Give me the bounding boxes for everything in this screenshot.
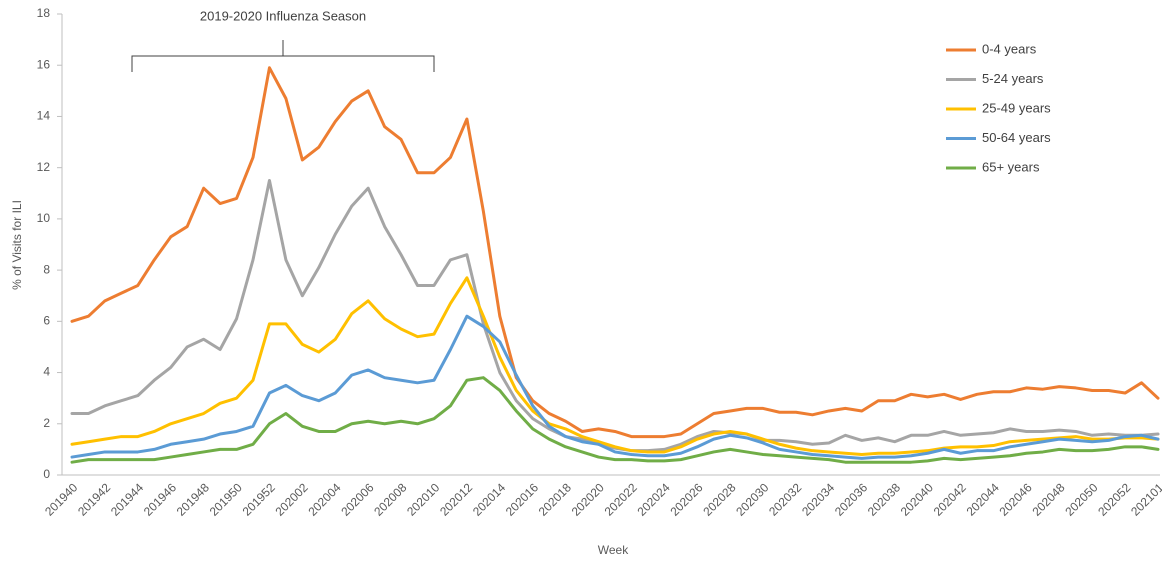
y-tick-label: 18: [37, 6, 51, 20]
x-tick-label: 202042: [931, 480, 969, 518]
x-tick-label: 202014: [470, 480, 508, 518]
y-tick-label: 4: [43, 365, 50, 379]
x-tick-label: 202046: [997, 480, 1035, 518]
y-tick-label: 12: [37, 160, 51, 174]
x-tick-label: 201950: [207, 480, 245, 518]
x-tick-label: 202032: [766, 480, 804, 518]
x-tick-label: 201948: [174, 480, 212, 518]
x-tick-label: 202044: [964, 480, 1002, 518]
legend-label: 50-64 years: [982, 130, 1051, 145]
series-line: [70, 66, 1160, 439]
x-tick-label: 202022: [602, 480, 640, 518]
y-axis-title: % of Visits for ILI: [10, 200, 24, 290]
x-tick-label: 202004: [305, 480, 343, 518]
x-tick-label: 201944: [108, 480, 146, 518]
x-tick-label: 202024: [635, 480, 673, 518]
x-tick-label: 202026: [667, 480, 705, 518]
x-tick-label: 202006: [338, 480, 376, 518]
x-tick-label: 202008: [371, 480, 409, 518]
x-tick-label: 201940: [42, 480, 80, 518]
series-line: [70, 314, 1160, 460]
y-tick-label: 8: [43, 262, 50, 276]
x-tick-label: 201946: [141, 480, 179, 518]
x-tick-label: 202020: [569, 480, 607, 518]
series-line: [70, 178, 1160, 453]
x-tick-label: 201952: [240, 480, 278, 518]
season-bracket: [131, 40, 435, 72]
x-tick-label: 202101: [1128, 480, 1162, 518]
x-tick-label: 202016: [503, 480, 541, 518]
x-tick-label: 202040: [898, 480, 936, 518]
series-line: [70, 276, 1160, 457]
legend-label: 65+ years: [982, 159, 1040, 174]
x-tick-label: 202018: [536, 480, 574, 518]
x-tick-label: 202012: [437, 480, 475, 518]
y-tick-label: 0: [43, 467, 50, 481]
x-tick-label: 202030: [733, 480, 771, 518]
legend-label: 25-49 years: [982, 100, 1051, 115]
y-tick-label: 2: [43, 416, 50, 430]
x-tick-label: 202052: [1095, 480, 1133, 518]
x-tick-label: 202034: [799, 480, 837, 518]
x-tick-label: 202038: [865, 480, 903, 518]
x-tick-label: 201942: [75, 480, 113, 518]
series-line: [70, 376, 1160, 464]
x-tick-label: 202028: [700, 480, 738, 518]
y-tick-label: 16: [37, 57, 51, 71]
y-tick-label: 10: [37, 211, 51, 225]
x-tick-label: 202002: [273, 480, 311, 518]
x-tick-label: 202048: [1029, 480, 1067, 518]
annotation: 2019-2020 Influenza Season: [200, 8, 366, 23]
y-tick-label: 6: [43, 314, 50, 328]
x-axis-title: Week: [598, 543, 629, 557]
legend-label: 0-4 years: [982, 41, 1037, 56]
x-tick-label: 202036: [832, 480, 870, 518]
x-tick-label: 202010: [404, 480, 442, 518]
y-tick-label: 14: [37, 109, 51, 123]
legend-label: 5-24 years: [982, 71, 1044, 86]
x-tick-label: 202050: [1062, 480, 1100, 518]
